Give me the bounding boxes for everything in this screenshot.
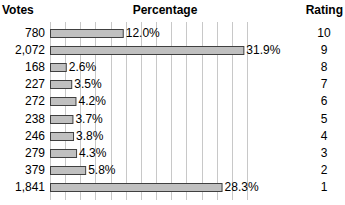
category-label: 3 <box>321 146 328 160</box>
data-label: 3.7% <box>75 112 103 126</box>
votes-label: 279 <box>25 146 45 160</box>
x-axis-label: Percentage <box>133 3 198 17</box>
bar <box>51 167 86 175</box>
category-label: 7 <box>321 77 328 91</box>
bar <box>51 30 124 38</box>
category-label: 10 <box>317 26 331 40</box>
votes-label: 238 <box>25 112 45 126</box>
data-label: 4.3% <box>79 146 107 160</box>
bar <box>51 81 72 89</box>
y-axis-label: Rating <box>306 3 343 17</box>
data-label: 12.0% <box>126 26 160 40</box>
data-label: 31.9% <box>246 43 280 57</box>
data-label: 4.2% <box>78 94 106 108</box>
votes-label: 272 <box>25 94 45 108</box>
data-label: 3.8% <box>76 129 104 143</box>
votes-label: 379 <box>25 163 45 177</box>
category-label: 8 <box>321 60 328 74</box>
votes-label: 227 <box>25 77 45 91</box>
bar <box>51 64 67 72</box>
bar <box>51 184 223 192</box>
category-label: 6 <box>321 94 328 108</box>
category-label: 2 <box>321 163 328 177</box>
votes-label: 780 <box>25 26 45 40</box>
bar <box>51 150 77 158</box>
votes-label: 168 <box>25 60 45 74</box>
category-label: 1 <box>321 180 328 194</box>
bar <box>51 116 73 124</box>
votes-label: 246 <box>25 129 45 143</box>
bar <box>51 47 244 55</box>
data-label: 5.8% <box>88 163 116 177</box>
bars <box>51 30 244 192</box>
data-label: 2.6% <box>69 60 97 74</box>
labels: 12.0% 780 10 31.9% 2,072 9 2.6% 168 8 3.5% 227 7 4.2… <box>15 26 331 194</box>
votes-header: Votes <box>2 3 34 17</box>
category-label: 5 <box>321 112 328 126</box>
grid <box>51 22 248 200</box>
data-label: 28.3% <box>225 180 259 194</box>
category-label: 9 <box>321 43 328 57</box>
data-label: 3.5% <box>74 77 102 91</box>
chart: Votes Percentage Rating 12.0% 780 10 31.9% 2,07… <box>0 0 345 205</box>
votes-label: 2,072 <box>15 43 45 57</box>
category-label: 4 <box>321 129 328 143</box>
votes-label: 1,841 <box>15 180 45 194</box>
bar <box>51 133 74 141</box>
bar <box>51 98 76 106</box>
